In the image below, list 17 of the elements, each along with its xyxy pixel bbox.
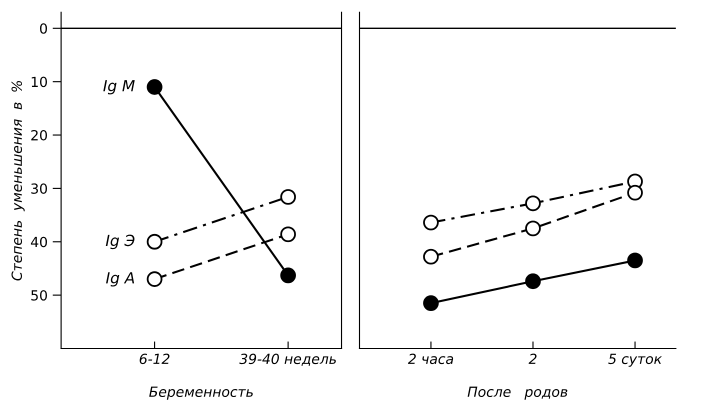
y-tick-label: 20 xyxy=(31,130,47,141)
x-tick-label: 2 часа xyxy=(408,354,454,364)
x-tick-label: 5 суток xyxy=(608,354,662,367)
x-tick-label: 39-40 недель xyxy=(239,354,336,366)
series-label: Ig M xyxy=(103,80,135,94)
y-tick-label: 10 xyxy=(32,76,47,88)
x-axis-title: После родов xyxy=(468,386,568,400)
y-tick-label: 40 xyxy=(30,236,47,248)
x-axis-title: Беременность xyxy=(149,386,253,400)
x-tick-label: 6-12 xyxy=(140,354,170,364)
x-tick-label: 2 xyxy=(528,354,537,364)
series-label: Ig Э xyxy=(106,234,134,250)
series-label: Ig A xyxy=(106,272,134,287)
y-tick-label: 50 xyxy=(31,290,47,301)
y-axis-title: Степень уменьшения в % xyxy=(11,81,25,280)
y-tick-label: 30 xyxy=(31,183,47,194)
y-tick-label: 0 xyxy=(40,23,47,34)
